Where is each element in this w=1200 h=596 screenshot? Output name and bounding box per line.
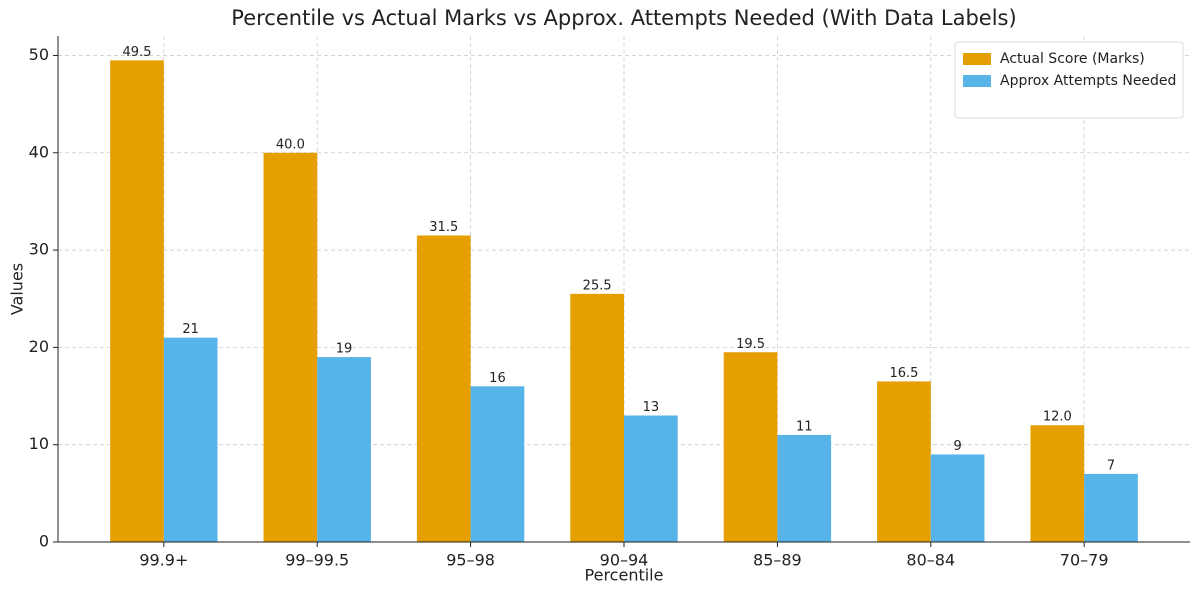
legend-box: [954, 41, 1184, 119]
bar: [1084, 473, 1138, 542]
legend-swatch: [963, 53, 991, 65]
bar: [777, 434, 832, 542]
data-label: 7: [1107, 458, 1115, 473]
data-label: 19: [336, 342, 353, 357]
data-label: 16.5: [889, 366, 918, 381]
y-tick-label: 20: [29, 337, 49, 356]
y-tick-label: 0: [39, 532, 49, 551]
legend-label: Actual Score (Marks): [1000, 51, 1145, 67]
x-tick-label: 85–89: [753, 551, 802, 570]
legend-swatch: [963, 75, 991, 87]
data-label: 19.5: [736, 337, 765, 352]
data-label: 9: [953, 439, 961, 454]
bar: [163, 337, 218, 542]
bar: [416, 235, 471, 542]
data-label: 13: [643, 400, 660, 415]
x-tick-label: 80–84: [906, 551, 955, 570]
y-tick-label: 40: [29, 142, 49, 161]
bar: [930, 454, 985, 542]
x-tick-label: 99.9+: [139, 551, 188, 570]
data-label: 21: [182, 322, 199, 337]
bar: [570, 293, 624, 542]
bar: [1030, 425, 1085, 542]
bar: [723, 352, 778, 542]
data-label: 25.5: [583, 278, 612, 293]
bar: [877, 381, 931, 542]
y-axis-label: Values: [8, 263, 27, 315]
data-label: 16: [489, 371, 506, 386]
data-label: 11: [796, 419, 813, 434]
bar: [470, 386, 525, 542]
legend-label: Approx Attempts Needed: [1000, 73, 1176, 89]
y-tick-label: 10: [29, 434, 49, 453]
data-label: 12.0: [1043, 410, 1072, 425]
x-axis-label: Percentile: [585, 566, 664, 585]
bar: [624, 415, 678, 542]
chart-title: Percentile vs Actual Marks vs Approx. At…: [231, 6, 1016, 30]
bar: [263, 152, 318, 542]
x-tick-label: 90–94: [600, 551, 649, 570]
x-tick-label: 70–79: [1060, 551, 1109, 570]
bar: [110, 60, 164, 542]
data-label: 40.0: [276, 137, 305, 152]
bar: [317, 357, 371, 542]
data-label: 49.5: [123, 45, 152, 60]
y-tick-label: 50: [29, 45, 49, 64]
data-label: 31.5: [429, 220, 458, 235]
y-tick-label: 30: [29, 240, 49, 259]
x-tick-label: 95–98: [446, 551, 495, 570]
x-tick-label: 99–99.5: [285, 551, 349, 570]
